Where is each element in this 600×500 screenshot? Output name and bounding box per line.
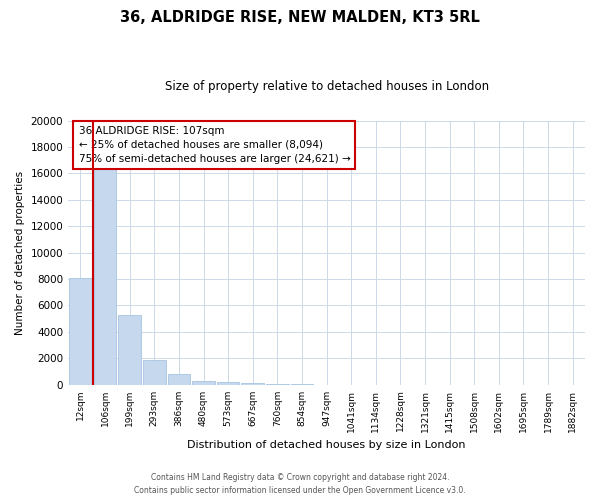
Text: 36, ALDRIDGE RISE, NEW MALDEN, KT3 5RL: 36, ALDRIDGE RISE, NEW MALDEN, KT3 5RL (120, 10, 480, 25)
Bar (94, 166, 116, 384)
Text: Contains HM Land Registry data © Crown copyright and database right 2024.
Contai: Contains HM Land Registry data © Crown c… (134, 473, 466, 495)
Title: Size of property relative to detached houses in London: Size of property relative to detached ho… (164, 80, 488, 93)
X-axis label: Distribution of detached houses by size in London: Distribution of detached houses by size … (187, 440, 466, 450)
Bar (241, 383, 264, 384)
Bar (118, 314, 141, 384)
Bar (143, 360, 166, 384)
Bar (217, 382, 239, 384)
Bar (192, 380, 215, 384)
Bar (167, 374, 190, 384)
Bar (69, 278, 92, 384)
Text: 36 ALDRIDGE RISE: 107sqm
← 25% of detached houses are smaller (8,094)
75% of sem: 36 ALDRIDGE RISE: 107sqm ← 25% of detach… (79, 126, 350, 164)
Y-axis label: Number of detached properties: Number of detached properties (15, 170, 25, 334)
